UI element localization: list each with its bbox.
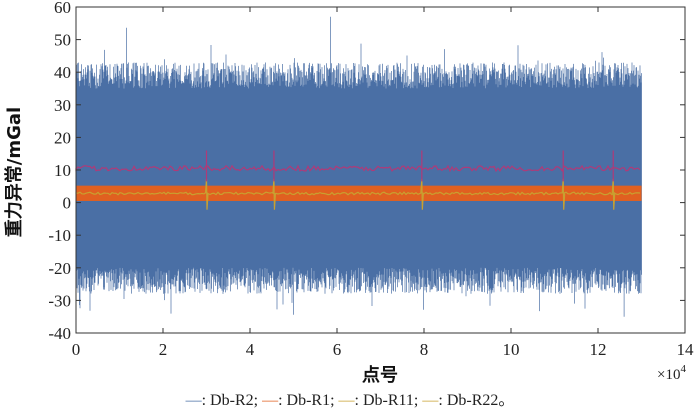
y-tick-label: -10 [48, 226, 71, 245]
x-tick-label: 6 [333, 340, 342, 359]
legend-swatch-4: — [421, 392, 439, 409]
x-tick-label: 12 [590, 340, 607, 359]
y-tick-label: -30 [48, 291, 71, 310]
series-db-r11-line [75, 178, 641, 210]
legend-suffix: 。 [498, 392, 514, 409]
legend-swatch-1: — [185, 392, 203, 409]
legend-swatch-3: — [338, 392, 356, 409]
y-axis-ticks: -40 -30 -20 -10 0 10 20 30 40 50 60 [48, 0, 685, 343]
legend-label-4: : Db-R22 [438, 392, 498, 409]
legend-label-2: : Db-R1; [278, 392, 338, 409]
y-tick-label: -40 [48, 324, 71, 343]
x-tick-label: 14 [677, 340, 695, 359]
legend-label-1: : Db-R2; [202, 392, 262, 409]
y-tick-label: 30 [54, 96, 71, 115]
legend: —: Db-R2; —: Db-R1; —: Db-R11; —: Db-R22… [185, 392, 515, 409]
y-tick-label: 0 [63, 194, 72, 213]
x-tick-label: 2 [159, 340, 168, 359]
series-db-r22-line [75, 150, 641, 182]
x-tick-label: 4 [246, 340, 255, 359]
series-layer [75, 16, 642, 317]
legend-line: —: Db-R2; —: Db-R1; —: Db-R11; —: Db-R22… [185, 392, 515, 409]
y-tick-label: 50 [54, 31, 71, 50]
x-tick-label: 10 [503, 340, 520, 359]
y-axis-title: 重力异常/mGal [3, 107, 25, 237]
y-tick-label: -20 [48, 259, 71, 278]
x-multiplier-exponent: 4 [680, 363, 686, 375]
y-tick-label: 20 [54, 128, 71, 147]
x-axis-ticks: 0 2 4 6 8 10 12 14 [72, 7, 694, 359]
y-tick-label: 40 [54, 63, 71, 82]
x-axis-title: 点号 [362, 364, 398, 386]
legend-label-3: : Db-R11; [355, 392, 423, 409]
x-multiplier-base: ×10 [657, 367, 680, 383]
x-axis-multiplier: ×104 [657, 363, 686, 383]
y-tick-label: 10 [54, 161, 71, 180]
x-tick-label: 8 [420, 340, 429, 359]
x-tick-label: 0 [72, 340, 81, 359]
y-tick-label: 60 [54, 0, 71, 17]
legend-swatch-2: — [261, 392, 279, 409]
